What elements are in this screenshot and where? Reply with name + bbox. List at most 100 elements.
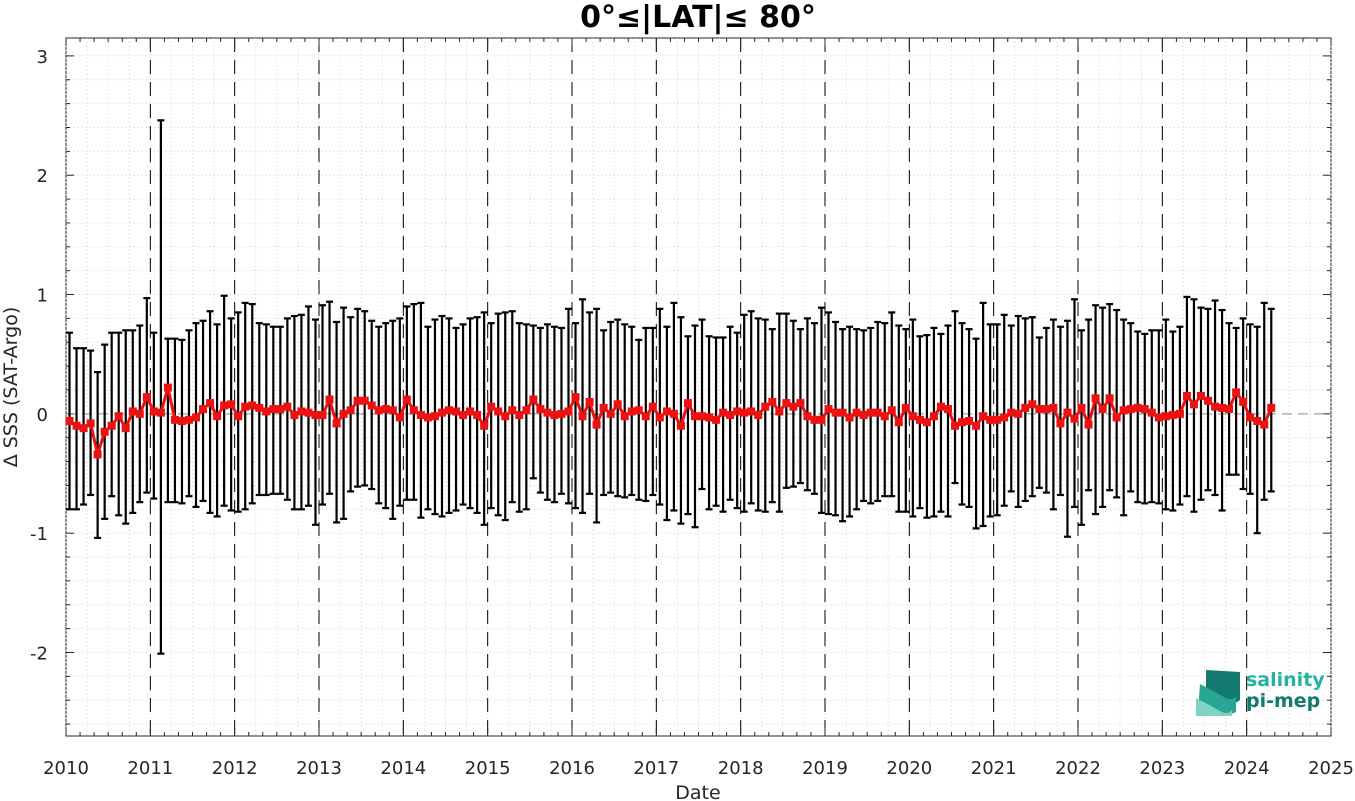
mean-series <box>65 383 1276 459</box>
mean-marker <box>979 412 988 421</box>
mean-marker <box>206 399 215 408</box>
mean-marker <box>487 402 496 411</box>
mean-marker <box>796 399 805 408</box>
mean-marker <box>1028 400 1037 409</box>
y-tick-labels: -2 -1 0 1 2 3 <box>30 47 48 665</box>
mean-marker <box>550 411 559 420</box>
mean-marker <box>655 413 664 422</box>
mean-marker <box>613 400 622 409</box>
mean-marker <box>880 412 889 421</box>
mean-marker <box>866 408 875 417</box>
mean-marker <box>536 405 545 414</box>
mean-marker <box>585 397 594 406</box>
mean-marker <box>184 415 193 424</box>
mean-marker <box>213 412 222 421</box>
mean-marker <box>234 412 243 421</box>
mean-marker <box>810 415 819 424</box>
mean-marker <box>845 413 854 422</box>
mean-marker <box>627 407 636 416</box>
mean-marker <box>79 424 88 433</box>
mean-marker <box>297 407 306 416</box>
y-tick-label: 3 <box>37 47 48 68</box>
mean-marker <box>1232 388 1241 397</box>
mean-marker <box>515 411 524 420</box>
mean-marker <box>1204 396 1213 405</box>
mean-marker <box>712 415 721 424</box>
x-tick-label: 2017 <box>633 758 679 779</box>
mean-marker <box>332 419 341 428</box>
x-tick-label: 2022 <box>1055 758 1101 779</box>
mean-marker <box>669 409 678 418</box>
mean-marker <box>908 412 917 421</box>
mean-marker <box>1225 405 1234 414</box>
mean-marker <box>473 411 482 420</box>
mean-marker <box>269 405 278 414</box>
mean-marker <box>248 401 257 410</box>
mean-marker <box>1182 391 1191 400</box>
mean-marker <box>719 408 728 417</box>
mean-marker <box>430 412 439 421</box>
mean-marker <box>121 424 130 433</box>
mean-marker <box>114 412 123 421</box>
x-tick-label: 2011 <box>127 758 173 779</box>
mean-marker <box>395 413 404 422</box>
mean-marker <box>1105 394 1114 403</box>
mean-marker <box>1196 391 1205 400</box>
mean-marker <box>648 402 657 411</box>
mean-marker <box>149 407 158 416</box>
mean-marker <box>177 417 186 426</box>
x-tick-label: 2012 <box>212 758 258 779</box>
mean-marker <box>993 415 1002 424</box>
mean-marker <box>452 407 461 416</box>
mean-marker <box>100 427 109 436</box>
mean-marker <box>1070 414 1079 423</box>
mean-marker <box>283 402 292 411</box>
mean-marker <box>128 407 137 416</box>
mean-marker <box>564 407 573 416</box>
mean-marker <box>1246 413 1255 422</box>
mean-marker <box>1168 411 1177 420</box>
mean-marker <box>374 406 383 415</box>
mean-marker <box>754 411 763 420</box>
mean-marker <box>107 421 116 430</box>
mean-marker <box>1260 420 1269 429</box>
mean-marker <box>367 401 376 410</box>
mean-marker <box>142 393 151 402</box>
mean-marker <box>831 408 840 417</box>
mean-marker <box>262 407 271 416</box>
mean-marker <box>929 412 938 421</box>
mean-marker <box>894 418 903 427</box>
mean-marker <box>1239 397 1248 406</box>
mean-marker <box>662 407 671 416</box>
mean-marker <box>304 408 313 417</box>
mean-marker <box>592 420 601 429</box>
mean-marker <box>255 403 264 412</box>
mean-marker <box>817 415 826 424</box>
mean-marker <box>824 405 833 414</box>
x-tick-label: 2019 <box>802 758 848 779</box>
y-tick-label: -2 <box>30 643 48 664</box>
x-tick-label: 2023 <box>1139 758 1185 779</box>
mean-marker <box>901 403 910 412</box>
mean-marker <box>761 402 770 411</box>
mean-marker <box>445 406 454 415</box>
mean-marker <box>789 402 798 411</box>
mean-marker <box>501 412 510 421</box>
mean-marker <box>72 421 81 430</box>
mean-marker <box>740 408 749 417</box>
mean-marker <box>1253 417 1262 426</box>
x-tick-label: 2013 <box>296 758 342 779</box>
mean-marker <box>1056 419 1065 428</box>
x-tick-label: 2010 <box>43 758 89 779</box>
mean-marker <box>571 393 580 402</box>
mean-marker <box>1267 403 1276 412</box>
mean-marker <box>353 396 362 405</box>
mean-marker <box>1063 408 1072 417</box>
mean-marker <box>1077 403 1086 412</box>
mean-marker <box>276 405 285 414</box>
mean-marker <box>922 418 931 427</box>
mean-marker <box>1140 405 1149 414</box>
x-tick-label: 2016 <box>549 758 595 779</box>
mean-marker <box>852 408 861 417</box>
x-tick-label: 2025 <box>1308 758 1354 779</box>
